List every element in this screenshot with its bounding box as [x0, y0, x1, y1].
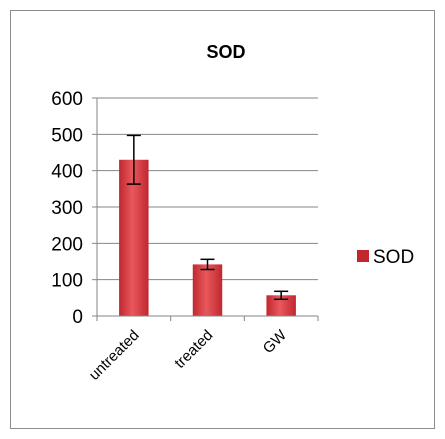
bar-treated — [192, 264, 223, 316]
legend: SOD — [357, 247, 414, 268]
x-category-label: GW — [260, 326, 291, 357]
error-bars — [126, 134, 289, 301]
y-tick-label: 400 — [51, 162, 83, 183]
x-category-label: untreated — [86, 327, 143, 384]
bar-untreated — [119, 159, 149, 316]
bars — [119, 159, 296, 316]
y-tick-label: 600 — [51, 89, 83, 110]
y-axis-tick-labels: 0 100 200 300 400 500 600 — [51, 89, 83, 328]
x-axis-category-labels: untreated treated GW — [86, 326, 291, 383]
y-tick-label: 300 — [51, 198, 83, 219]
legend-label: SOD — [373, 247, 414, 268]
legend-swatch — [357, 250, 369, 262]
x-category-label: treated — [171, 327, 216, 372]
chart-title: SOD — [206, 42, 245, 62]
chart-frame — [10, 10, 435, 429]
y-tick-label: 0 — [72, 307, 83, 328]
y-tick-label: 200 — [51, 234, 83, 255]
y-tick-label: 500 — [51, 125, 83, 146]
y-tick-label: 100 — [51, 271, 83, 292]
bar-gw — [266, 295, 296, 316]
axes — [92, 97, 319, 321]
